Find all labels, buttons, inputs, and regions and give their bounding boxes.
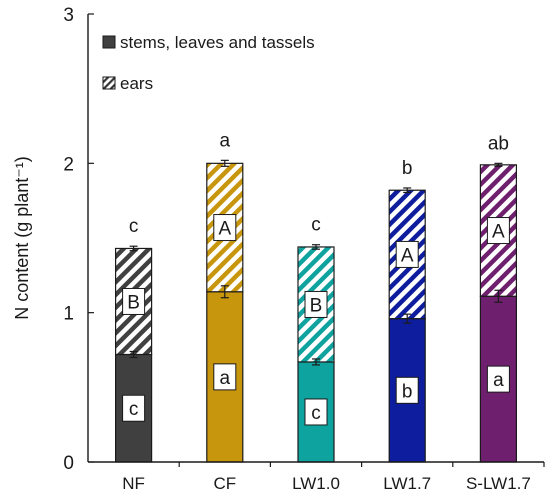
letter-ears-0: B bbox=[122, 287, 146, 315]
letter-stems-2-box bbox=[304, 398, 328, 426]
letter-ears-0-box bbox=[122, 287, 146, 315]
y-tick-label-2: 2 bbox=[63, 154, 74, 175]
error-bar-total-1 bbox=[220, 159, 229, 167]
error-bar-stems-2 bbox=[312, 358, 320, 366]
letter-stems-2-text: c bbox=[311, 403, 321, 424]
letter-ears-3-box bbox=[395, 240, 419, 268]
letter-stems-1-box bbox=[213, 363, 237, 391]
letter-stems-1-text: a bbox=[220, 368, 231, 389]
x-tick-label-3: LW1.7 bbox=[383, 474, 431, 493]
letter-stems-4-box bbox=[486, 365, 510, 393]
letter-total-0: c bbox=[129, 216, 139, 237]
letter-ears-2: B bbox=[304, 290, 328, 318]
letter-stems-3-box bbox=[395, 376, 419, 404]
letter-total-2: c bbox=[311, 215, 321, 236]
error-bar-total-2 bbox=[312, 244, 320, 250]
letter-ears-1-text: A bbox=[218, 219, 231, 240]
legend-label-stems: stems, leaves and tassels bbox=[120, 33, 315, 52]
error-bar-total-0 bbox=[129, 245, 138, 252]
y-tick-label-3: 3 bbox=[63, 5, 74, 26]
axes-group: 0 1 2 3 bbox=[63, 5, 545, 474]
legend-swatch-stems bbox=[102, 35, 116, 49]
letter-total-1: a bbox=[220, 130, 231, 151]
letter-ears-3: A bbox=[395, 240, 419, 268]
error-bar-stems-1 bbox=[220, 285, 229, 299]
y-tick-label-1: 1 bbox=[63, 304, 74, 325]
x-tick-label-1: CF bbox=[213, 474, 236, 493]
letter-ears-4: A bbox=[486, 217, 510, 245]
letter-stems-4-text: a bbox=[493, 370, 504, 391]
letter-ears-4-text: A bbox=[492, 222, 505, 243]
letter-ears-3-text: A bbox=[401, 245, 414, 266]
error-bar-total-3 bbox=[403, 187, 412, 194]
letter-ears-4-box bbox=[486, 217, 510, 245]
letter-ears-2-box bbox=[304, 290, 328, 318]
legend-label-ears: ears bbox=[120, 74, 153, 93]
letter-stems-0-box bbox=[122, 394, 146, 422]
letter-stems-0: c bbox=[122, 394, 146, 422]
legend: stems, leaves and tassels ears bbox=[102, 33, 315, 93]
letter-total-4: ab bbox=[488, 133, 509, 154]
letter-stems-1: a bbox=[213, 363, 237, 391]
x-tick-label-0: NF bbox=[122, 474, 145, 493]
letter-ears-1: A bbox=[213, 214, 237, 242]
error-bar-stems-4 bbox=[494, 289, 503, 303]
error-bar-total-4 bbox=[494, 162, 503, 167]
x-tick-label-2: LW1.0 bbox=[292, 474, 340, 493]
letter-stems-4: a bbox=[486, 365, 510, 393]
labels-group: c Bc NF a Aa CF c Bc LW1.0 b Ab LW1.7 a Aab S-LW1.7 bbox=[122, 130, 531, 493]
x-tick-label-4: S-LW1.7 bbox=[466, 474, 531, 493]
letter-ears-1-box bbox=[213, 214, 237, 242]
letter-stems-0-text: c bbox=[129, 399, 139, 420]
error-bar-stems-0 bbox=[129, 350, 138, 359]
letter-ears-0-text: B bbox=[127, 292, 140, 313]
letter-ears-2-text: B bbox=[310, 295, 323, 316]
legend-swatch-ears bbox=[102, 76, 116, 90]
y-tick-label-0: 0 bbox=[63, 453, 74, 474]
error-bar-stems-3 bbox=[403, 313, 412, 324]
letter-stems-3: b bbox=[395, 376, 419, 404]
letter-stems-3-text: b bbox=[402, 381, 413, 402]
letter-total-3: b bbox=[402, 158, 413, 179]
y-axis-title: N content (g plant⁻¹) bbox=[12, 156, 32, 320]
letter-stems-2: c bbox=[304, 398, 328, 426]
